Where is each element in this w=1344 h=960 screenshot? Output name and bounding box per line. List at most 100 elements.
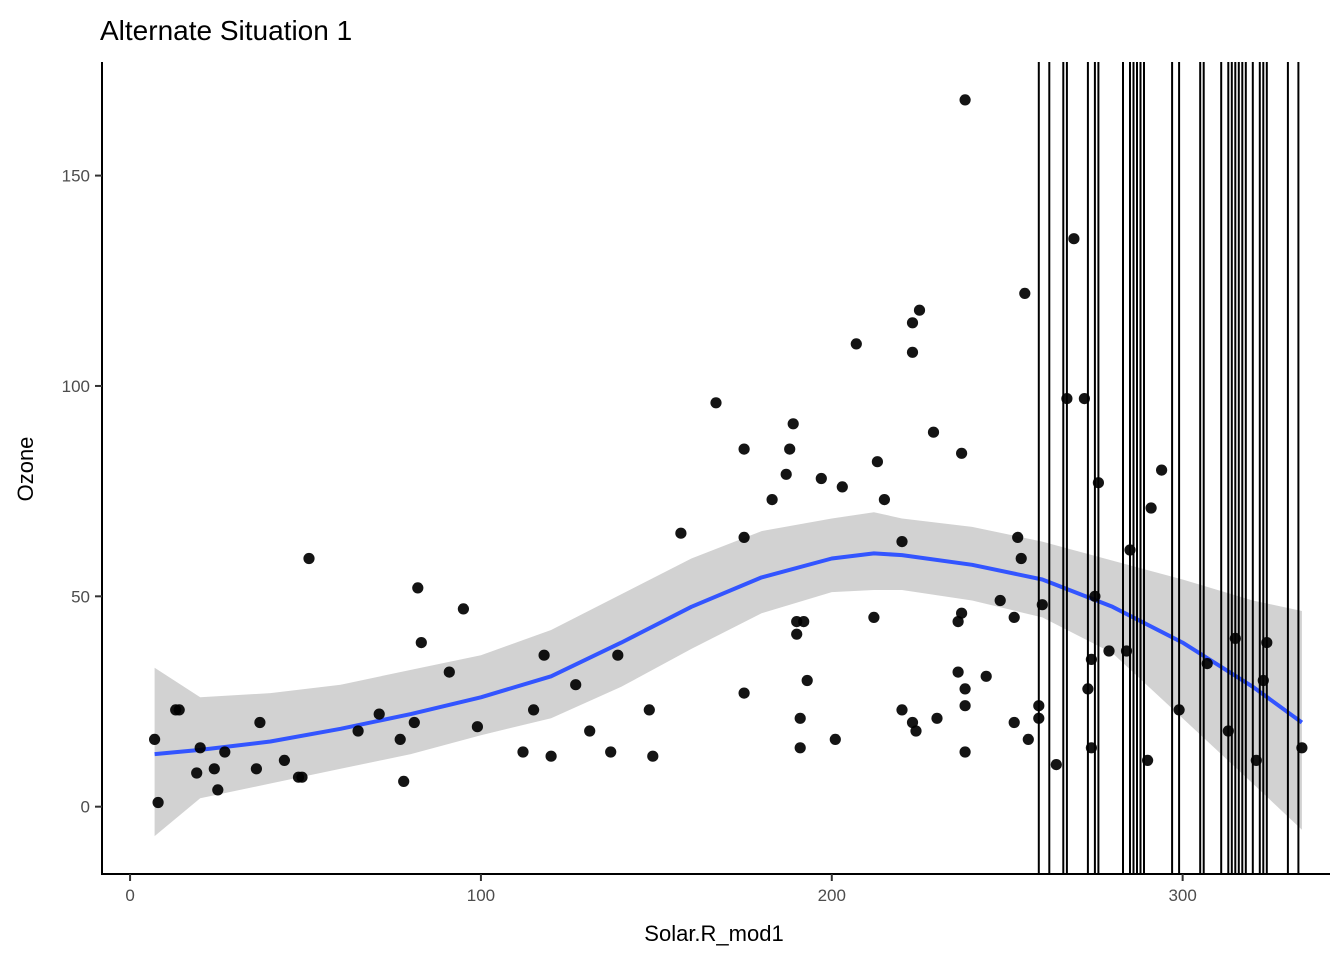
data-point	[794, 742, 806, 754]
data-point	[254, 716, 266, 729]
data-point	[906, 716, 919, 729]
x-tick-label: 100	[467, 886, 495, 905]
data-point	[850, 338, 862, 350]
data-point	[791, 628, 803, 640]
data-point	[517, 746, 529, 758]
data-point	[212, 784, 224, 796]
x-axis-title: Solar.R_mod1	[644, 921, 783, 946]
data-point	[1022, 733, 1034, 746]
data-point	[931, 712, 943, 724]
x-tick-label: 200	[818, 886, 846, 905]
data-point	[738, 531, 750, 544]
data-point	[1068, 233, 1080, 245]
data-point	[1145, 502, 1157, 514]
y-tick-label: 150	[62, 167, 90, 186]
data-point	[647, 750, 659, 762]
data-point	[801, 674, 813, 687]
data-point	[191, 767, 203, 779]
data-point	[528, 704, 540, 716]
data-point	[471, 721, 483, 733]
data-point	[871, 456, 884, 468]
data-point	[675, 527, 687, 539]
data-point	[927, 426, 940, 438]
data-point	[836, 481, 848, 493]
data-point	[570, 679, 582, 691]
data-point	[303, 552, 315, 565]
data-point	[906, 317, 919, 329]
ticks-layer: 0 100 200 300 0 50 100 150	[62, 167, 1197, 905]
data-point	[408, 716, 420, 729]
data-point	[959, 746, 971, 758]
data-point	[208, 763, 220, 775]
data-point	[787, 418, 799, 430]
vertical-lines-layer	[1037, 62, 1300, 874]
data-point	[738, 687, 750, 699]
data-point	[896, 704, 908, 716]
data-point	[1019, 287, 1031, 299]
data-point	[956, 447, 968, 459]
data-point	[173, 704, 185, 716]
data-point	[194, 742, 206, 754]
data-point	[710, 397, 722, 409]
y-axis-title: Ozone	[13, 437, 38, 502]
data-point	[913, 304, 926, 316]
smooth-line	[154, 551, 1304, 757]
data-point	[1103, 645, 1115, 657]
data-point	[250, 763, 262, 775]
data-point	[784, 443, 796, 455]
smooth-line-layer	[154, 551, 1304, 757]
data-point	[457, 603, 469, 615]
data-point	[278, 754, 290, 767]
axes-layer	[101, 62, 1330, 875]
data-point	[738, 443, 750, 455]
data-point	[952, 616, 964, 628]
data-point	[149, 733, 161, 746]
data-point	[980, 670, 992, 682]
data-point	[994, 594, 1006, 607]
data-point	[766, 494, 778, 506]
data-point	[643, 704, 655, 716]
data-point	[1156, 464, 1168, 476]
data-point	[878, 494, 891, 506]
data-point	[545, 750, 557, 762]
confidence-band-layer	[154, 512, 1302, 837]
data-point	[794, 712, 806, 724]
chart-title: Alternate Situation 1	[100, 15, 352, 46]
data-point	[956, 607, 968, 619]
data-point	[959, 683, 971, 695]
data-point	[959, 700, 971, 712]
data-point	[219, 746, 231, 758]
data-point	[959, 94, 971, 106]
x-tick-label: 0	[125, 886, 134, 905]
data-point	[152, 796, 164, 809]
confidence-band	[154, 512, 1302, 837]
data-point	[896, 536, 908, 548]
data-point	[798, 616, 810, 628]
data-point	[906, 346, 919, 358]
data-point	[352, 725, 364, 737]
data-point	[1008, 611, 1020, 624]
data-point	[605, 746, 617, 758]
data-point	[1015, 552, 1027, 565]
data-point	[780, 468, 792, 480]
x-tick-label: 300	[1168, 886, 1196, 905]
data-point	[910, 725, 922, 737]
data-point	[1012, 531, 1024, 544]
data-point	[952, 666, 964, 678]
data-point	[394, 733, 406, 746]
data-point	[415, 637, 427, 649]
data-point	[373, 708, 385, 720]
y-tick-label: 100	[62, 377, 90, 396]
data-point	[398, 775, 410, 788]
y-tick-label: 0	[81, 798, 90, 817]
data-point	[815, 472, 827, 485]
data-point	[538, 649, 550, 661]
data-point	[1050, 759, 1062, 771]
data-point	[829, 733, 841, 746]
data-point	[1008, 716, 1020, 729]
data-point	[868, 611, 880, 624]
y-tick-label: 50	[71, 587, 90, 606]
data-point	[443, 666, 455, 678]
data-point	[296, 771, 308, 783]
